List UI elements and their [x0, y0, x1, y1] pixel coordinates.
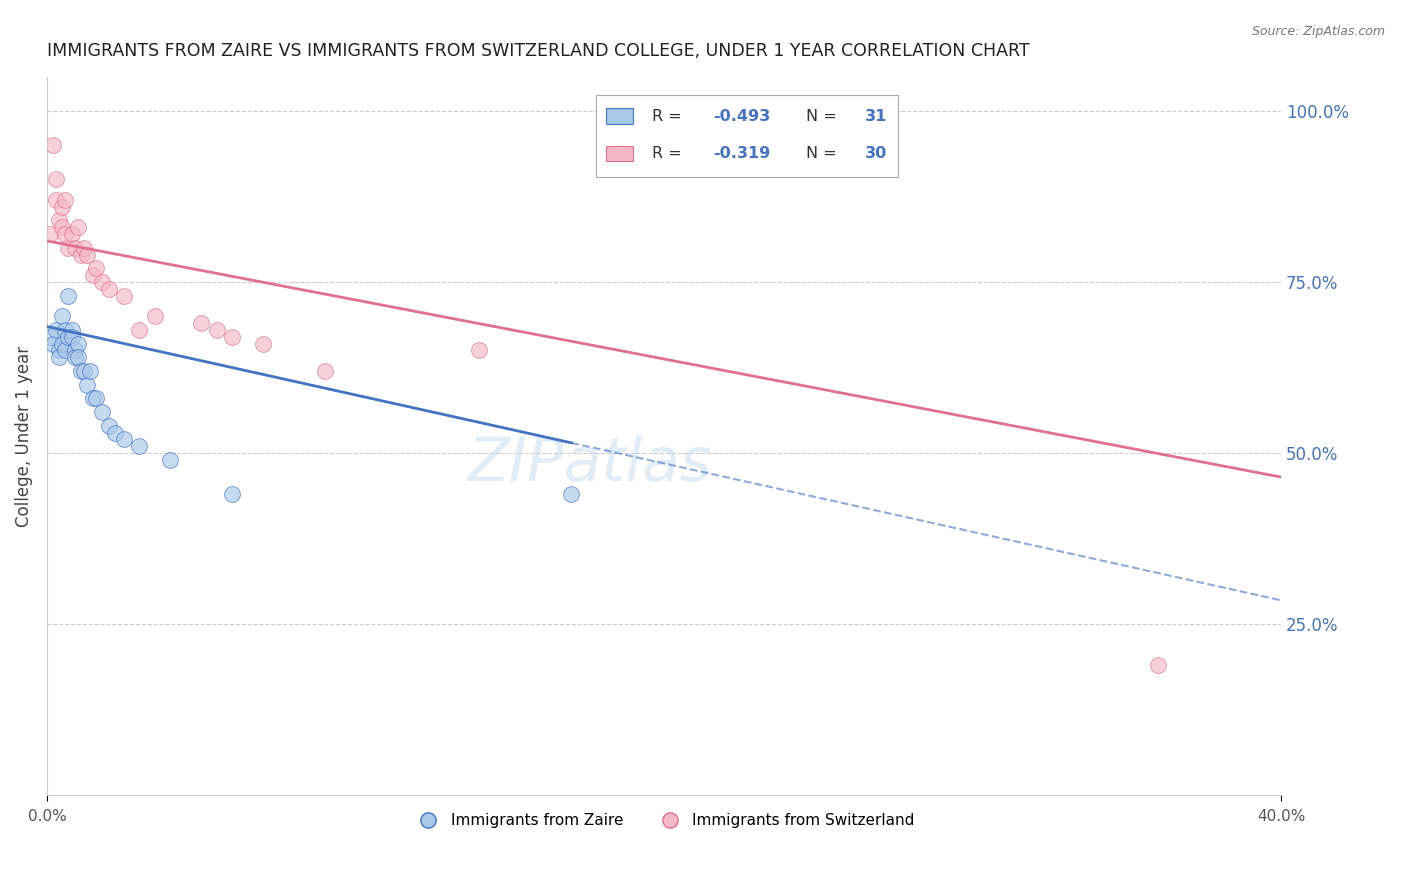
- Point: [1146, 658, 1168, 673]
- Point: [66, 220, 89, 235]
- Point: [221, 487, 243, 501]
- Point: [51, 309, 73, 323]
- Text: N =: N =: [806, 109, 842, 124]
- Point: [112, 433, 135, 447]
- Point: [66, 336, 89, 351]
- Point: [128, 323, 150, 337]
- Point: [143, 309, 166, 323]
- Text: 30: 30: [865, 146, 887, 161]
- Text: R =: R =: [651, 109, 686, 124]
- Point: [128, 439, 150, 453]
- Point: [55, 193, 77, 207]
- Point: [97, 282, 120, 296]
- Point: [82, 392, 104, 406]
- Point: [63, 351, 86, 365]
- Point: [60, 330, 83, 344]
- Text: -0.493: -0.493: [713, 109, 770, 124]
- Text: R =: R =: [651, 146, 686, 161]
- Point: [42, 336, 65, 351]
- Point: [69, 247, 91, 261]
- Point: [39, 227, 62, 241]
- Point: [252, 336, 274, 351]
- Point: [205, 323, 228, 337]
- Point: [97, 418, 120, 433]
- Point: [73, 364, 96, 378]
- Text: 31: 31: [865, 109, 887, 124]
- Text: N =: N =: [806, 146, 842, 161]
- Point: [51, 220, 73, 235]
- Point: [104, 425, 127, 440]
- Point: [159, 453, 181, 467]
- Point: [45, 193, 67, 207]
- Point: [58, 241, 80, 255]
- Point: [51, 200, 73, 214]
- Point: [42, 138, 65, 153]
- Point: [314, 364, 336, 378]
- Point: [560, 487, 582, 501]
- Point: [73, 241, 96, 255]
- Point: [76, 377, 98, 392]
- Legend: Immigrants from Zaire, Immigrants from Switzerland: Immigrants from Zaire, Immigrants from S…: [406, 807, 921, 835]
- Point: [48, 351, 70, 365]
- Point: [45, 172, 67, 186]
- Point: [91, 405, 114, 419]
- Point: [63, 343, 86, 358]
- Text: -0.319: -0.319: [713, 146, 770, 161]
- Point: [55, 227, 77, 241]
- Text: ZIPatlas: ZIPatlas: [468, 435, 713, 494]
- Point: [55, 323, 77, 337]
- FancyBboxPatch shape: [606, 108, 633, 124]
- Point: [79, 364, 101, 378]
- Point: [84, 261, 107, 276]
- FancyBboxPatch shape: [606, 145, 633, 161]
- Point: [82, 268, 104, 282]
- Point: [190, 316, 212, 330]
- Point: [45, 323, 67, 337]
- Point: [91, 275, 114, 289]
- Point: [63, 241, 86, 255]
- Text: IMMIGRANTS FROM ZAIRE VS IMMIGRANTS FROM SWITZERLAND COLLEGE, UNDER 1 YEAR CORRE: IMMIGRANTS FROM ZAIRE VS IMMIGRANTS FROM…: [46, 42, 1029, 60]
- Point: [60, 227, 83, 241]
- Text: Source: ZipAtlas.com: Source: ZipAtlas.com: [1251, 25, 1385, 38]
- Point: [221, 330, 243, 344]
- Point: [51, 336, 73, 351]
- Point: [58, 288, 80, 302]
- Point: [112, 288, 135, 302]
- Y-axis label: College, Under 1 year: College, Under 1 year: [15, 345, 32, 526]
- Point: [60, 323, 83, 337]
- Point: [48, 213, 70, 227]
- Point: [39, 330, 62, 344]
- Point: [84, 392, 107, 406]
- Point: [55, 343, 77, 358]
- FancyBboxPatch shape: [596, 95, 898, 178]
- Point: [69, 364, 91, 378]
- Point: [468, 343, 491, 358]
- Point: [76, 247, 98, 261]
- Point: [66, 351, 89, 365]
- Point: [58, 330, 80, 344]
- Point: [48, 343, 70, 358]
